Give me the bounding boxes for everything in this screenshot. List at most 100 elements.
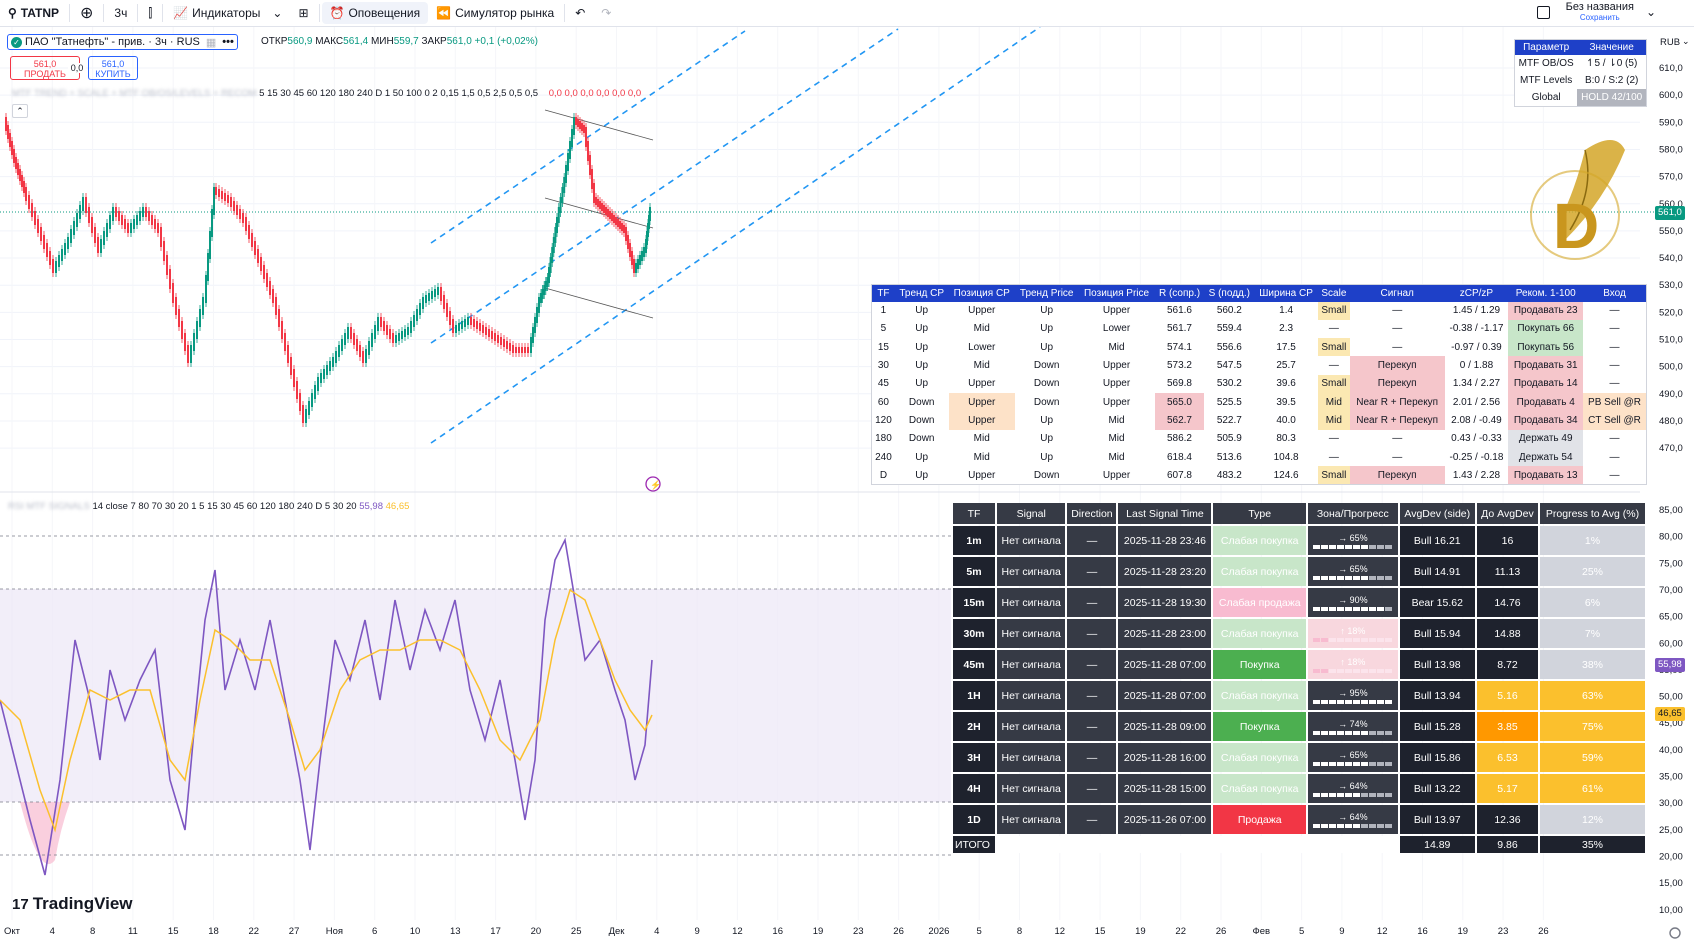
trend-table-row: 15 Up Lower Up Mid 574.1 556.6 17.5 Small — -0.97 … (872, 338, 1647, 357)
candle-body (479, 323, 481, 331)
candle-body (488, 329, 490, 337)
undo-button[interactable]: ↶ (567, 0, 593, 27)
trend-table-cell: Up (1040, 305, 1054, 317)
top-toolbar: ⚲ TATNP ⊕ 3ч ⫿ 📈 Индикаторы ⌄ ⊞ ⏰ Оповещ… (0, 0, 1694, 27)
progress-segment (1385, 637, 1393, 642)
time-tick-label: 4 (50, 926, 55, 937)
progress-segment (1337, 668, 1345, 673)
progress-segment (1329, 699, 1337, 704)
time-tick-label: 17 (490, 926, 501, 937)
collapse-legend-button[interactable]: ⌃ (12, 104, 28, 118)
interval-button[interactable]: 3ч (114, 6, 128, 20)
trend-table-cell: Mid (1108, 414, 1125, 426)
candle-body (311, 393, 313, 407)
layout-save-block[interactable]: Без названия Сохранить ⌄ (1536, 2, 1656, 22)
progress-segment (1329, 668, 1337, 673)
chart-canvas[interactable]: 610,0600,0590,0580,0570,0560,0550,0540,0… (0, 27, 1694, 945)
time-tick-label: 27 (289, 926, 300, 937)
candle-body (248, 225, 250, 239)
signal-table-cell: 14.88 (1476, 619, 1538, 648)
indicators-button[interactable]: 📈 Индикаторы ⌄ (165, 0, 290, 27)
signal-table-total-cell: ИТОГО (953, 836, 996, 853)
candle-body (73, 221, 75, 235)
time-tick-label: 9 (694, 926, 699, 937)
zone-progress: ↑ 18% (1310, 657, 1396, 673)
time-tick-label: 19 (813, 926, 824, 937)
candle-body (181, 321, 183, 339)
trend-table-cell: 40.0 (1276, 414, 1296, 426)
signal-table-row: 2H Нет сигнала —2025-11-28 09:00 Покупка → 7… (953, 712, 1645, 741)
symbol-search[interactable]: ⚲ TATNP (0, 0, 67, 27)
replay-button[interactable]: ⏪ Симулятор рынка (428, 0, 562, 27)
time-tick-label: 19 (1135, 926, 1146, 937)
trend-table-cell: Продавать 31 (1508, 356, 1584, 375)
candle-body (482, 325, 484, 333)
candle-body (13, 149, 15, 163)
symbol-legend[interactable]: ✓ ПАО "Татнефть" - прив. · 3ч · RUS ▦ ••… (7, 34, 238, 50)
compare-button[interactable]: ⊕ (72, 0, 101, 27)
candle-body (595, 197, 597, 205)
candle-body (359, 345, 361, 357)
candle-body (585, 127, 587, 147)
candle-body (556, 217, 558, 233)
chart-type-button[interactable]: ⫿ (140, 0, 160, 27)
settings-gear-icon (1669, 927, 1681, 939)
candle-body (440, 287, 442, 301)
progress-segment (1353, 544, 1361, 549)
signal-table-row: 30m Нет сигнала —2025-11-28 23:00 Слабая по… (953, 619, 1645, 648)
indicator2-legend[interactable]: RSI MTF SIGNALS 14 close 7 80 70 30 20 1… (8, 501, 409, 512)
signal-table-cell: Нет сигнала (997, 619, 1066, 648)
signal-table-cell: → 65% (1308, 743, 1398, 772)
signal-table-cell: 2025-11-28 23:20 (1118, 557, 1212, 586)
zone-progress: → 74% (1310, 719, 1396, 735)
signal-table-total-cell: 9.86 (1476, 836, 1538, 853)
mtf-cell: ↿5 / ⇂0 (5) (1586, 58, 1638, 69)
trend-table-cell: Up (915, 341, 929, 353)
candle-body (314, 385, 316, 399)
candle-body (184, 333, 186, 351)
candle-body (302, 405, 304, 423)
candle-body (571, 129, 573, 147)
candle-body (139, 211, 141, 221)
zone-progress: → 95% (1310, 688, 1396, 704)
time-tick-label: 12 (732, 926, 743, 937)
more-icon[interactable]: ••• (222, 36, 234, 48)
time-tick-label: 5 (1299, 926, 1304, 937)
progress-segment (1321, 730, 1329, 735)
time-tick-label: 15 (1095, 926, 1106, 937)
indicator1-legend[interactable]: MTF TREND + SCALE + MTF OB/OS/LEVELS + R… (12, 88, 641, 99)
signal-table-cell: — (1067, 650, 1117, 679)
candle-body (130, 223, 132, 233)
trend-table-cell: -0.25 / -0.18 (1449, 451, 1504, 463)
candle-body (251, 233, 253, 247)
trend-table-cell: 562.7 (1154, 411, 1205, 430)
buy-button[interactable]: 561,0 КУПИТЬ (88, 56, 138, 80)
candle-body (227, 195, 229, 203)
progress-segment (1329, 544, 1337, 549)
progress-segment (1361, 575, 1369, 580)
currency-label[interactable]: RUB (1660, 37, 1681, 48)
alerts-button[interactable]: ⏰ Оповещения (321, 2, 429, 24)
signal-table-cell: Нет сигнала (997, 526, 1066, 555)
candle-body (85, 197, 87, 213)
time-tick-label: 15 (168, 926, 179, 937)
signal-table-cell: Слабая продажа (1213, 588, 1307, 617)
candle-body (536, 307, 538, 323)
candle-body (548, 267, 550, 283)
signal-table-header: До AvgDev (1476, 503, 1538, 524)
trend-table-cell: 104.8 (1273, 451, 1299, 463)
high-label: МАКС (315, 36, 344, 47)
trend-table-cell: Up (1040, 341, 1054, 353)
time-tick-label: 16 (1417, 926, 1428, 937)
mtf-header: Параметр (1515, 40, 1578, 55)
candle-body (422, 297, 424, 309)
candle-body (509, 343, 511, 351)
candle-body (46, 243, 48, 257)
zone-label: → 64% (1338, 811, 1368, 822)
signal-table-cell: 12.36 (1476, 805, 1538, 834)
candle-body (425, 295, 427, 303)
redo-button[interactable]: ↷ (593, 0, 619, 27)
signal-table-cell: Bull 15.86 (1399, 743, 1475, 772)
signal-table-cell: — (1067, 588, 1117, 617)
templates-button[interactable]: ⊞ (290, 0, 316, 27)
